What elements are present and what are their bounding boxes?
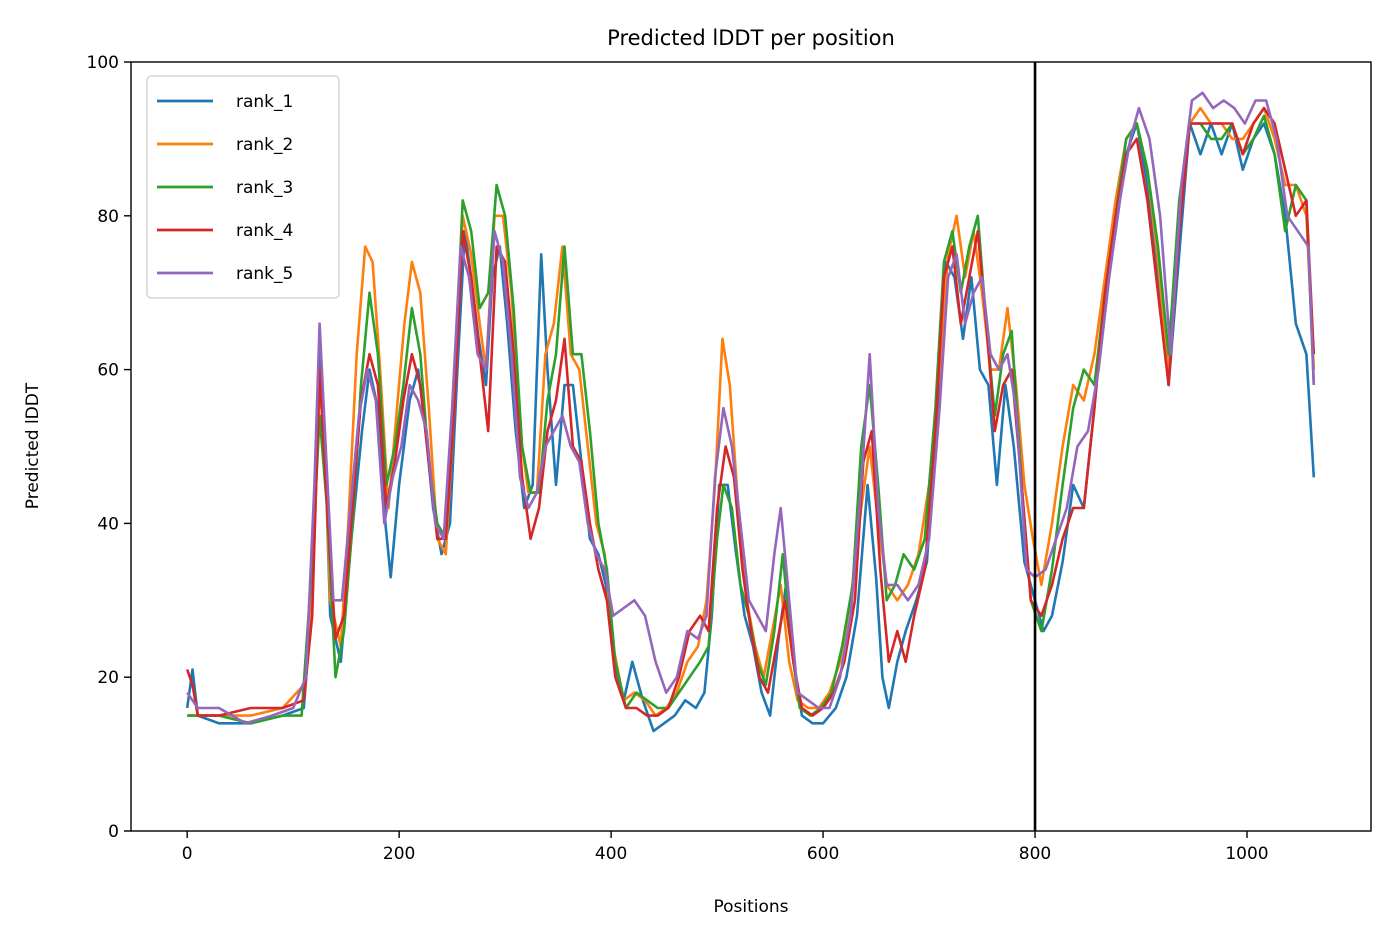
y-axis: 0 20 40 60 80 100 bbox=[87, 53, 131, 842]
series-line-rank_4 bbox=[185, 106, 1316, 717]
x-tick-label: 400 bbox=[595, 844, 627, 864]
legend-box bbox=[146, 75, 340, 299]
legend-label-rank_1: rank_1 bbox=[236, 92, 293, 112]
x-tick-label: 600 bbox=[807, 844, 839, 864]
series-line-rank_1 bbox=[185, 122, 1316, 733]
legend-label-rank_2: rank_2 bbox=[236, 135, 293, 155]
y-tick-label: 0 bbox=[108, 822, 119, 842]
plot-frame bbox=[130, 61, 1372, 832]
y-tick-label: 20 bbox=[97, 668, 119, 688]
x-axis-label: Positions bbox=[713, 897, 788, 917]
legend-label-rank_4: rank_4 bbox=[236, 221, 293, 241]
x-tick-label: 1000 bbox=[1225, 844, 1268, 864]
y-tick-label: 60 bbox=[97, 361, 119, 381]
chart-title: Predicted lDDT per position bbox=[607, 26, 895, 50]
y-tick-label: 80 bbox=[97, 207, 119, 227]
y-axis-label: Predicted lDDT bbox=[23, 382, 43, 509]
x-tick-label: 800 bbox=[1019, 844, 1051, 864]
x-tick-label: 200 bbox=[383, 844, 415, 864]
legend-label-rank_3: rank_3 bbox=[236, 178, 293, 198]
series-line-rank_5 bbox=[186, 91, 1316, 725]
plot-area bbox=[185, 62, 1316, 831]
y-tick-label: 100 bbox=[87, 53, 119, 73]
legend-label-rank_5: rank_5 bbox=[236, 264, 293, 284]
y-tick-label: 40 bbox=[97, 514, 119, 534]
x-tick-label: 0 bbox=[182, 844, 193, 864]
x-axis: 0 200 400 600 800 1000 bbox=[182, 831, 1269, 864]
legend: rank_1 rank_2 rank_3 rank_4 rank_5 bbox=[146, 75, 340, 299]
